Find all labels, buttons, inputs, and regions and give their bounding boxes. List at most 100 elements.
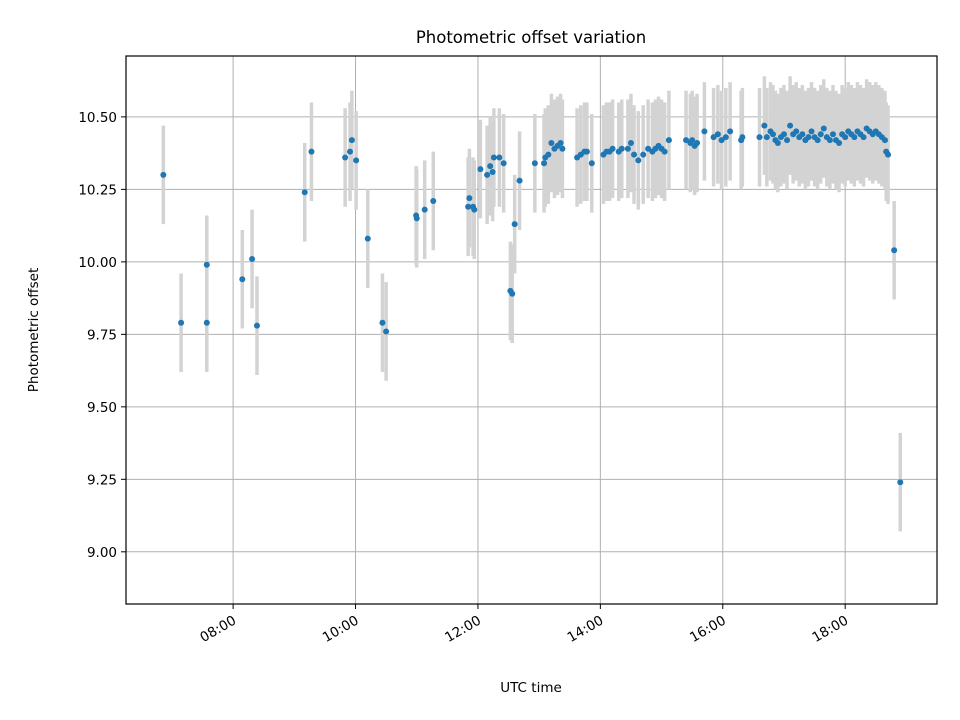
data-point [559,145,566,152]
data-point [347,148,354,155]
data-point [683,137,690,144]
data-point [383,328,390,335]
data-point [609,145,616,152]
y-tick-label: 9.00 [87,545,117,561]
data-point [624,145,631,152]
data-point [509,290,516,297]
data-point [342,154,349,161]
data-point [249,255,256,262]
data-point [471,206,478,213]
data-point [739,134,746,141]
data-point [799,131,806,138]
data-point [557,139,564,146]
data-point [496,154,503,161]
y-tick-label: 9.50 [87,400,117,416]
data-point [484,171,491,178]
y-axis-ticks: 9.00 9.25 9.50 9.75 10.00 10.25 10.50 [78,110,126,561]
data-point [756,134,763,141]
data-point [817,131,824,138]
grid [126,56,937,604]
data-point [545,151,552,158]
data-point [722,134,729,141]
data-point [784,137,791,144]
data-point [430,197,437,204]
data-point [487,163,494,170]
data-point [364,235,371,242]
data-point [793,128,800,135]
data-point [588,160,595,167]
data-point [203,319,210,326]
data-point [421,206,428,213]
data-point [531,160,538,167]
data-point [618,145,625,152]
data-point [780,131,787,138]
data-point [787,122,794,129]
data-point [308,148,315,155]
data-point [820,125,827,132]
data-point [885,151,892,158]
data-point [701,128,708,135]
data-point [814,137,821,144]
data-point [160,171,167,178]
chart-title: Photometric offset variation [416,28,646,47]
data-point [881,137,888,144]
data-point [548,139,555,146]
y-tick-label: 10.50 [78,110,117,126]
data-point [516,177,523,184]
data-point [897,479,904,486]
data-point [829,131,836,138]
data-point [178,319,185,326]
data-point [860,134,867,141]
data-point [635,157,642,164]
data-point [710,134,717,141]
data-point [500,160,507,167]
data-point [511,221,518,228]
data-points [160,122,904,486]
data-point [842,134,849,141]
data-point [645,145,652,152]
data-point [718,137,725,144]
data-point [627,139,634,146]
data-point [714,131,721,138]
y-axis-label: Photometric offset [26,268,42,392]
data-point [379,319,386,326]
data-point [583,148,590,155]
y-tick-label: 10.00 [78,255,117,271]
data-point [253,322,260,329]
data-point [769,131,776,138]
data-point [203,261,210,268]
data-point [727,128,734,135]
data-point [631,151,638,158]
data-point [891,247,898,254]
data-point [348,137,355,144]
data-point [665,137,672,144]
data-point [465,203,472,210]
data-point [239,276,246,283]
y-tick-label: 9.25 [87,472,117,488]
data-point [466,195,473,202]
data-point [640,151,647,158]
data-point [836,139,843,146]
data-point [761,122,768,129]
data-point [805,134,812,141]
data-point [774,139,781,146]
data-point [826,137,833,144]
data-point [490,154,497,161]
data-point [694,139,701,146]
data-point [413,215,420,222]
data-point [489,168,496,175]
plot-frame [125,55,938,605]
data-point [353,157,360,164]
data-point [301,189,308,196]
y-tick-label: 10.25 [78,182,117,198]
data-point [661,148,668,155]
data-point [541,160,548,167]
y-tick-label: 9.75 [87,327,117,343]
data-point [763,134,770,141]
data-point [689,137,696,144]
x-axis-label: UTC time [500,680,562,696]
data-point [851,134,858,141]
data-point [808,128,815,135]
data-point [477,166,484,173]
